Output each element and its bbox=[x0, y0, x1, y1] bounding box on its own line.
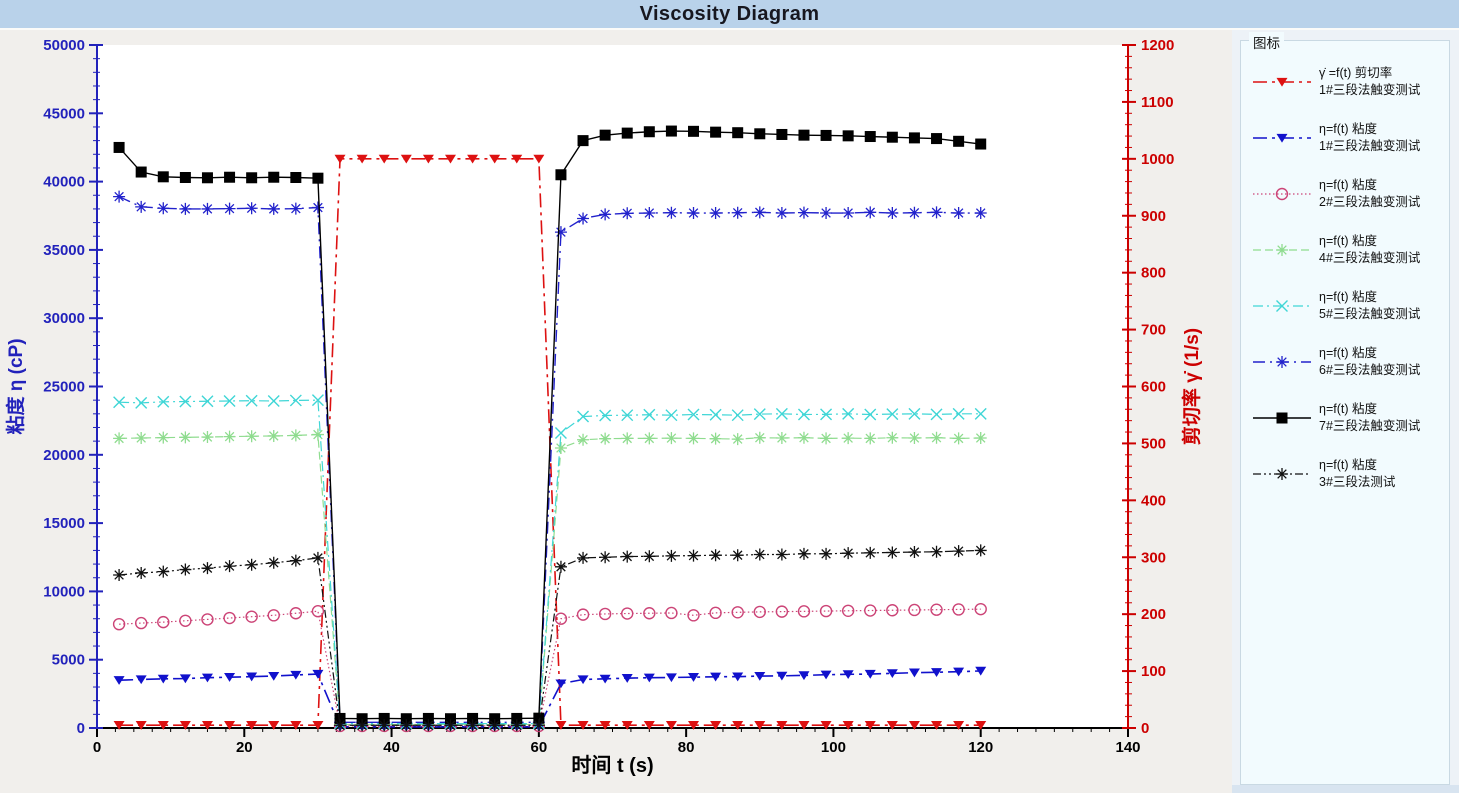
svg-text:45000: 45000 bbox=[43, 105, 85, 122]
legend-marker-sample-viscosity-4 bbox=[1253, 243, 1311, 256]
left-axis-title: 粘度 η (cP) bbox=[4, 338, 27, 434]
legend-marker-sample-viscosity-6 bbox=[1253, 355, 1311, 368]
legend-item-viscosity-4: η=f(t) 粘度 4#三段法触变测试 bbox=[1251, 233, 1445, 266]
svg-text:500: 500 bbox=[1141, 435, 1166, 452]
series-viscosity-6 bbox=[113, 190, 987, 729]
legend-label-line1: η=f(t) 粘度 bbox=[1319, 346, 1377, 360]
legend-label: η=f(t) 粘度 5#三段法触变测试 bbox=[1319, 289, 1420, 322]
legend-item-shear-rate-1: γ̇ =f(t) 剪切率 1#三段法触变测试 bbox=[1251, 65, 1445, 98]
legend-label-line2: 2#三段法触变测试 bbox=[1319, 194, 1421, 209]
svg-text:20000: 20000 bbox=[43, 447, 85, 464]
legend-marker-sample-viscosity-2 bbox=[1253, 187, 1311, 200]
legend-label: η=f(t) 粘度 6#三段法触变测试 bbox=[1319, 345, 1420, 378]
svg-text:1100: 1100 bbox=[1141, 94, 1174, 111]
svg-text:1000: 1000 bbox=[1141, 151, 1174, 168]
left-axis-ticks: 0 5000 10000 15000 20000 25000 30000 35000 40000… bbox=[43, 37, 103, 737]
legend-marker-sample-viscosity-7 bbox=[1253, 412, 1311, 423]
svg-text:100: 100 bbox=[1141, 663, 1166, 680]
svg-text:15000: 15000 bbox=[43, 515, 85, 532]
svg-text:30000: 30000 bbox=[43, 310, 85, 327]
legend-label: η=f(t) 粘度 7#三段法触变测试 bbox=[1319, 401, 1420, 434]
svg-text:700: 700 bbox=[1141, 322, 1166, 339]
legend-item-viscosity-7: η=f(t) 粘度 7#三段法触变测试 bbox=[1251, 401, 1445, 434]
right-axis-title: 剪切率 γ̇ (1/s) bbox=[1180, 328, 1203, 445]
legend-item-viscosity-3: η=f(t) 粘度 3#三段法测试 bbox=[1251, 457, 1445, 490]
svg-text:900: 900 bbox=[1141, 208, 1166, 225]
legend-title: 图标 bbox=[1249, 32, 1284, 52]
series-viscosity-5 bbox=[113, 394, 987, 730]
legend-label-line2: 3#三段法测试 bbox=[1319, 474, 1396, 489]
svg-text:60: 60 bbox=[531, 739, 548, 756]
series-viscosity-2 bbox=[112, 602, 987, 733]
legend-label-line2: 1#三段法触变测试 bbox=[1319, 82, 1421, 97]
svg-text:100: 100 bbox=[821, 739, 846, 756]
legend-label: η=f(t) 粘度 4#三段法触变测试 bbox=[1319, 233, 1420, 266]
legend-label-line2: 5#三段法触变测试 bbox=[1319, 306, 1421, 321]
legend-item-viscosity-5: η=f(t) 粘度 5#三段法触变测试 bbox=[1251, 289, 1445, 322]
svg-text:35000: 35000 bbox=[43, 242, 85, 259]
legend-item-viscosity-1: η=f(t) 粘度 1#三段法触变测试 bbox=[1251, 121, 1445, 154]
svg-text:5000: 5000 bbox=[52, 652, 85, 669]
svg-text:50000: 50000 bbox=[43, 37, 85, 54]
svg-text:40: 40 bbox=[383, 739, 400, 756]
series-viscosity-3 bbox=[113, 544, 987, 732]
svg-text:140: 140 bbox=[1115, 739, 1140, 756]
chart-area: 0 20 40 60 80 100 120 140 0 5000 10000 15000 20000 25… bbox=[0, 30, 1232, 793]
legend-label-line1: η=f(t) 粘度 bbox=[1319, 458, 1377, 472]
legend-label-line1: η=f(t) 粘度 bbox=[1319, 290, 1377, 304]
legend-marker-sample-shear-rate-1 bbox=[1253, 77, 1311, 87]
chart-title-bar: Viscosity Diagram bbox=[0, 0, 1459, 30]
legend-label-line2: 4#三段法触变测试 bbox=[1319, 250, 1421, 265]
legend-marker-sample-viscosity-5 bbox=[1253, 299, 1311, 312]
legend-label-line2: 7#三段法触变测试 bbox=[1319, 418, 1421, 433]
x-axis-title: 时间 t (s) bbox=[571, 754, 653, 777]
legend-label: γ̇ =f(t) 剪切率 1#三段法触变测试 bbox=[1319, 65, 1420, 98]
legend-label: η=f(t) 粘度 3#三段法测试 bbox=[1319, 457, 1395, 490]
svg-text:0: 0 bbox=[93, 739, 101, 756]
legend-label-line1: η=f(t) 粘度 bbox=[1319, 122, 1377, 136]
legend-item-viscosity-2: η=f(t) 粘度 2#三段法触变测试 bbox=[1251, 177, 1445, 210]
svg-text:20: 20 bbox=[236, 739, 253, 756]
chart-title: Viscosity Diagram bbox=[639, 2, 820, 25]
legend-label-line2: 1#三段法触变测试 bbox=[1319, 138, 1421, 153]
legend-label: η=f(t) 粘度 1#三段法触变测试 bbox=[1319, 121, 1420, 154]
svg-text:600: 600 bbox=[1141, 379, 1166, 396]
legend-marker-sample-viscosity-1 bbox=[1253, 133, 1311, 143]
right-axis-ticks: 0 100 200 300 400 500 600 700 800 900 1000 1100 1200 bbox=[1122, 37, 1174, 737]
svg-text:80: 80 bbox=[678, 739, 695, 756]
series-viscosity-7 bbox=[113, 125, 987, 725]
legend-item-viscosity-6: η=f(t) 粘度 6#三段法触变测试 bbox=[1251, 345, 1445, 378]
svg-text:800: 800 bbox=[1141, 265, 1166, 282]
svg-text:1200: 1200 bbox=[1141, 37, 1174, 54]
legend-label-line1: η=f(t) 粘度 bbox=[1319, 402, 1377, 416]
chart-canvas: 0 20 40 60 80 100 120 1400500010000150002000025… bbox=[0, 30, 1232, 793]
svg-text:120: 120 bbox=[968, 739, 993, 756]
svg-text:0: 0 bbox=[1141, 720, 1149, 737]
legend-label-line1: η=f(t) 粘度 bbox=[1319, 234, 1377, 248]
svg-text:400: 400 bbox=[1141, 492, 1166, 509]
svg-text:300: 300 bbox=[1141, 549, 1166, 566]
legend-label: η=f(t) 粘度 2#三段法触变测试 bbox=[1319, 177, 1420, 210]
legend-marker-sample-viscosity-3 bbox=[1253, 467, 1311, 480]
svg-text:0: 0 bbox=[77, 720, 85, 737]
legend-group-box: 图标 γ̇ =f(t) 剪切率 1#三段法触变测试 η=f(t) 粘度 1#三段法触变… bbox=[1240, 32, 1450, 785]
panel-bottom-strip bbox=[1232, 785, 1459, 793]
svg-text:25000: 25000 bbox=[43, 379, 85, 396]
legend-label-line1: γ̇ =f(t) 剪切率 bbox=[1319, 66, 1393, 80]
svg-text:10000: 10000 bbox=[43, 583, 85, 600]
legend-label-line2: 6#三段法触变测试 bbox=[1319, 362, 1421, 377]
svg-text:40000: 40000 bbox=[43, 174, 85, 191]
svg-text:200: 200 bbox=[1141, 606, 1166, 623]
legend-label-line1: η=f(t) 粘度 bbox=[1319, 178, 1377, 192]
legend-panel: 图标 γ̇ =f(t) 剪切率 1#三段法触变测试 η=f(t) 粘度 1#三段法触变… bbox=[1232, 30, 1459, 793]
legend-items: γ̇ =f(t) 剪切率 1#三段法触变测试 η=f(t) 粘度 1#三段法触变测试 η… bbox=[1251, 65, 1445, 490]
